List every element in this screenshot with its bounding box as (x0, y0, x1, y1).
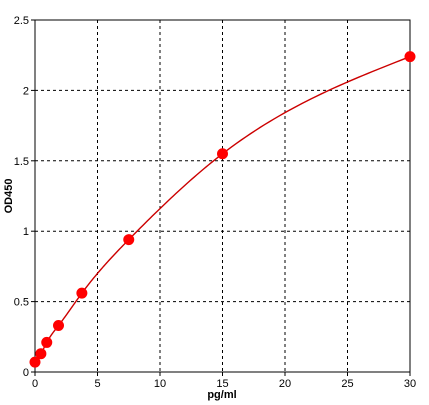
data-point (53, 320, 64, 332)
x-tick-label: 15 (216, 378, 228, 390)
data-point (404, 51, 416, 63)
data-point (41, 336, 53, 348)
y-tick-label: 0.5 (14, 297, 29, 309)
grid-lines (35, 20, 410, 372)
y-axis-title: OD450 (3, 179, 15, 214)
x-tick-label: 10 (154, 378, 166, 390)
data-point (123, 234, 135, 246)
data-point (29, 356, 41, 368)
y-tick-label: 0 (23, 367, 29, 379)
data-points (29, 51, 416, 368)
data-point (76, 287, 88, 299)
axis-ticks: 0 5 10 15 20 25 30 0 0.5 1 1.5 2 2.5 (14, 15, 416, 390)
y-tick-label: 1.5 (14, 156, 29, 168)
y-tick-label: 2.5 (14, 15, 29, 27)
x-tick-label: 30 (404, 378, 416, 390)
y-tick-label: 1 (23, 226, 29, 238)
x-tick-label: 25 (341, 378, 353, 390)
x-tick-label: 5 (94, 378, 100, 390)
data-point (217, 148, 228, 160)
x-tick-label: 20 (279, 378, 291, 390)
x-axis-title: pg/ml (207, 389, 236, 401)
x-tick-label: 0 (32, 378, 38, 390)
y-tick-label: 2 (23, 85, 29, 97)
data-point (35, 348, 47, 360)
